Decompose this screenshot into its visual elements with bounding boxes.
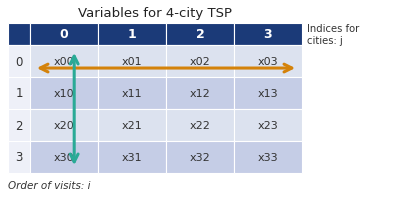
- Bar: [8, 24, 30, 46]
- Text: 3: 3: [264, 28, 272, 41]
- Text: x01: x01: [122, 57, 142, 67]
- Text: x30: x30: [54, 152, 74, 162]
- Bar: [98, 78, 166, 109]
- Text: Indices for
cities: j: Indices for cities: j: [307, 24, 359, 46]
- Text: 0: 0: [60, 28, 69, 41]
- Text: Order of visits: i: Order of visits: i: [8, 180, 91, 190]
- Bar: [234, 109, 302, 141]
- Text: x12: x12: [190, 88, 211, 99]
- Text: x10: x10: [54, 88, 74, 99]
- Bar: [166, 141, 234, 173]
- Bar: [98, 24, 166, 46]
- Bar: [8, 109, 30, 141]
- Bar: [8, 46, 30, 78]
- Text: x02: x02: [190, 57, 211, 67]
- Bar: [166, 24, 234, 46]
- Bar: [98, 109, 166, 141]
- Text: Variables for 4-city TSP: Variables for 4-city TSP: [78, 7, 232, 20]
- Text: x33: x33: [258, 152, 278, 162]
- Bar: [166, 46, 234, 78]
- Text: 0: 0: [15, 55, 23, 68]
- Bar: [30, 109, 98, 141]
- Text: x20: x20: [54, 120, 74, 130]
- Text: 3: 3: [15, 151, 23, 164]
- Text: x32: x32: [190, 152, 211, 162]
- Text: x03: x03: [258, 57, 278, 67]
- Bar: [98, 46, 166, 78]
- Text: x22: x22: [190, 120, 211, 130]
- Text: 1: 1: [128, 28, 136, 41]
- Bar: [166, 78, 234, 109]
- Bar: [30, 24, 98, 46]
- Text: x11: x11: [122, 88, 142, 99]
- Text: 1: 1: [15, 87, 23, 100]
- Bar: [166, 109, 234, 141]
- Bar: [98, 141, 166, 173]
- Bar: [30, 46, 98, 78]
- Text: x13: x13: [258, 88, 278, 99]
- Text: 2: 2: [196, 28, 205, 41]
- Text: x00: x00: [54, 57, 74, 67]
- Text: x31: x31: [122, 152, 142, 162]
- Bar: [234, 24, 302, 46]
- Bar: [30, 141, 98, 173]
- Bar: [8, 141, 30, 173]
- Text: 2: 2: [15, 119, 23, 132]
- Bar: [234, 141, 302, 173]
- Bar: [234, 78, 302, 109]
- Bar: [30, 78, 98, 109]
- Bar: [234, 46, 302, 78]
- Text: x23: x23: [257, 120, 278, 130]
- Text: x21: x21: [122, 120, 142, 130]
- Bar: [8, 78, 30, 109]
